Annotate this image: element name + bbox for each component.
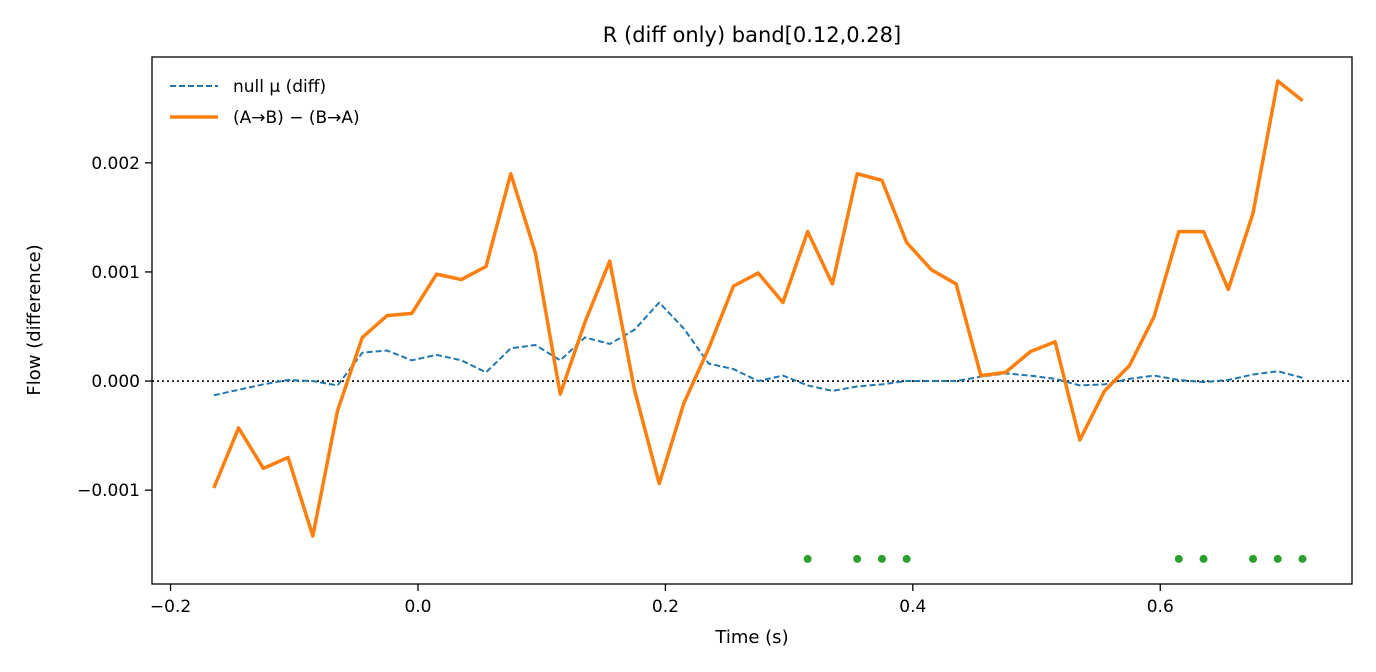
significance-marker [1174, 554, 1183, 563]
significance-marker [877, 554, 886, 563]
series-layer [212, 79, 1304, 538]
significance-marker [902, 554, 911, 563]
series-line-difference [212, 79, 1304, 538]
x-tick-label: 0.6 [1147, 597, 1174, 617]
significance-markers [803, 554, 1307, 563]
axes-frame [151, 56, 1353, 585]
significance-marker [1199, 554, 1208, 563]
x-tick-label: 0.0 [404, 597, 431, 617]
significance-marker [803, 554, 812, 563]
y-axis-ticks: −0.001 0.000 0.001 0.002 [77, 154, 152, 501]
significance-marker [1298, 554, 1307, 563]
legend-label-diff: (A→B) − (B→A) [233, 108, 360, 128]
plot-area [152, 79, 1352, 563]
y-tick-label: 0.002 [91, 154, 140, 174]
x-tick-label: 0.4 [899, 597, 926, 617]
significance-marker [1249, 554, 1258, 563]
chart-title: R (diff only) band[0.12,0.28] [603, 23, 901, 47]
x-axis-ticks: −0.2 0.0 0.2 0.4 0.6 [150, 584, 1174, 617]
legend-label-null: null μ (diff) [233, 77, 326, 97]
legend: null μ (diff) (A→B) − (B→A) [170, 77, 360, 128]
x-tick-label: −0.2 [150, 597, 191, 617]
x-tick-label: 0.2 [652, 597, 679, 617]
y-tick-label: 0.001 [91, 263, 140, 283]
significance-marker [1273, 554, 1282, 563]
y-tick-label: 0.000 [91, 372, 140, 392]
series-line-null-mean [213, 301, 1303, 397]
significance-marker [853, 554, 862, 563]
y-axis-label: Flow (difference) [24, 244, 45, 395]
y-tick-label: −0.001 [77, 481, 140, 501]
x-axis-label: Time (s) [714, 627, 788, 648]
